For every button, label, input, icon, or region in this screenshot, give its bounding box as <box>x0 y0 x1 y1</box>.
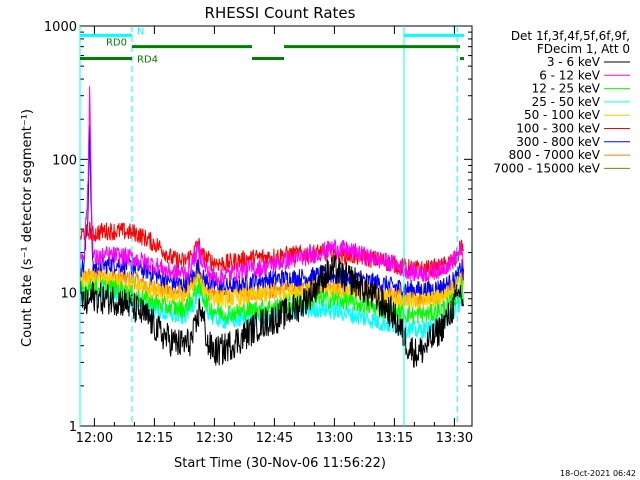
y-tick-label: 1 <box>69 420 77 435</box>
legend-label: 300 - 800 keV <box>516 135 600 149</box>
y-tick-label: 10 <box>60 287 77 302</box>
chart-title: RHESSI Count Rates <box>205 4 356 22</box>
x-tick-label: 12:15 <box>136 431 173 446</box>
legend-label: 25 - 50 keV <box>532 95 601 109</box>
x-tick-label: 13:00 <box>316 431 353 446</box>
legend-header-line2: FDecim 1, Att 0 <box>537 42 630 56</box>
timestamp: 18-Oct-2021 06:42 <box>560 469 636 478</box>
legend-label: 100 - 300 keV <box>516 122 600 136</box>
y-axis-label: Count Rate (s⁻¹ detector segment⁻¹) <box>20 109 35 347</box>
legend-label: 7000 - 15000 keV <box>493 161 600 175</box>
state-bar-label: RD0 <box>106 38 127 49</box>
series-line <box>79 254 464 368</box>
state-bar-label: N <box>137 26 144 37</box>
y-tick-label: 100 <box>52 153 77 168</box>
x-tick-label: 12:30 <box>196 431 233 446</box>
series-line <box>79 264 464 308</box>
legend-label: 800 - 7000 keV <box>509 148 601 162</box>
series-line <box>79 269 464 312</box>
x-tick-label: 12:00 <box>76 431 113 446</box>
legend-label: 6 - 12 keV <box>539 68 601 82</box>
legend-label: 50 - 100 keV <box>524 108 601 122</box>
x-tick-label: 13:15 <box>376 431 413 446</box>
series-line <box>79 86 464 286</box>
x-tick-label: 12:45 <box>256 431 293 446</box>
legend-label: 12 - 25 keV <box>532 82 601 96</box>
y-tick-label: 1000 <box>44 20 77 35</box>
plot-area: 1 10 100 1000 12:00 12:15 12:30 12:45 13:00 13:15… <box>44 20 473 446</box>
legend-header-line1: Det 1f,3f,4f,5f,6f,9f, <box>511 29 630 43</box>
x-tick-label: 13:30 <box>436 431 473 446</box>
state-bar-label: RD4 <box>137 55 158 66</box>
x-axis-label: Start Time (30-Nov-06 11:56:22) <box>174 456 386 471</box>
legend-label: 3 - 6 keV <box>547 55 601 69</box>
